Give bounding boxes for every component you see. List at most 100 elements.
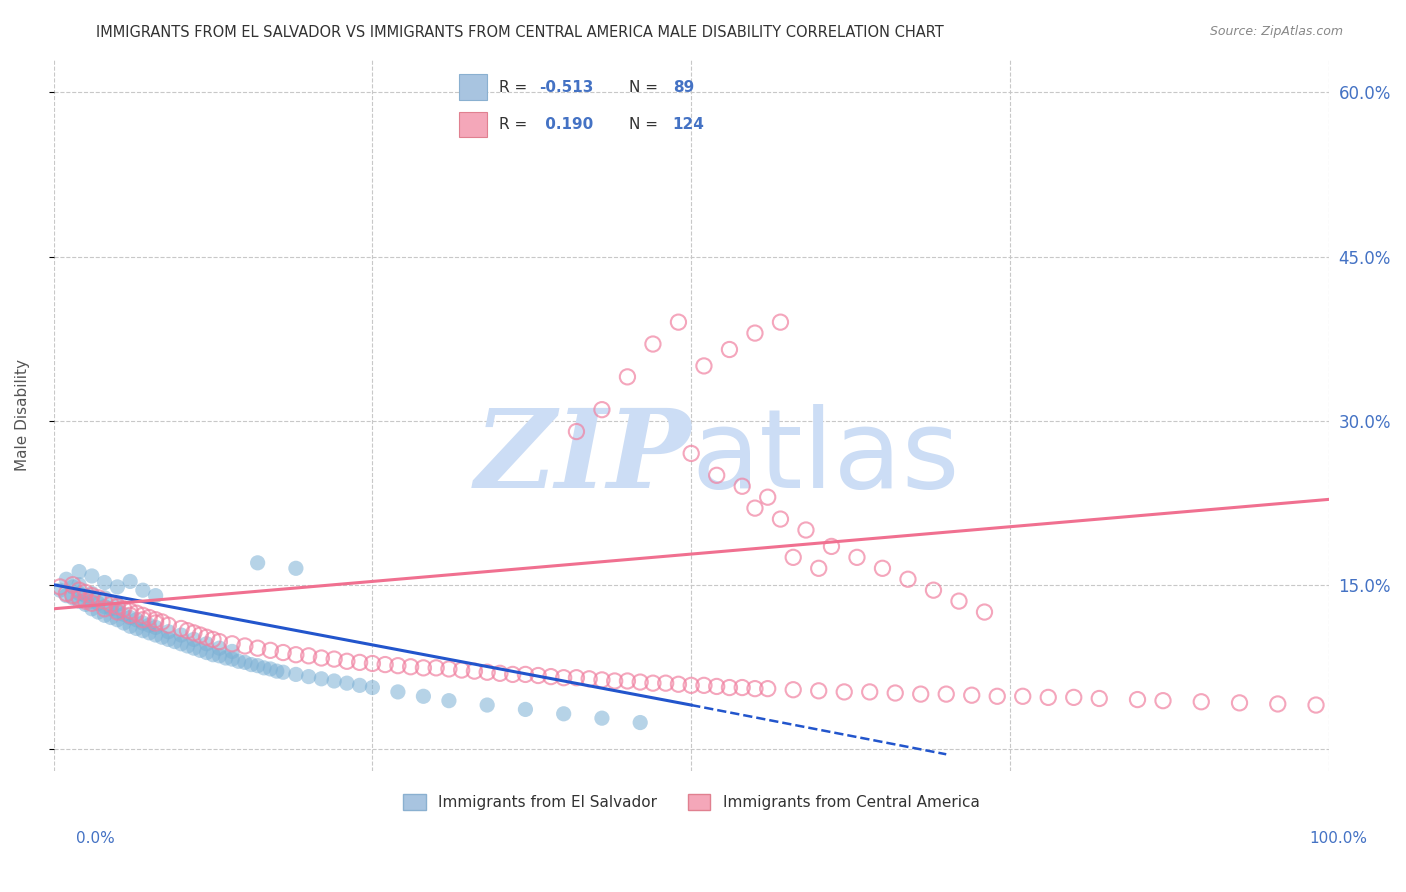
Point: [145, 620, 167, 634]
Point: [298, 670, 321, 684]
Point: [112, 607, 135, 622]
Point: [973, 605, 995, 619]
Point: [120, 608, 142, 623]
Point: [846, 550, 869, 565]
Point: [718, 343, 741, 357]
Point: [87, 591, 110, 605]
Point: [221, 652, 243, 666]
Point: [163, 634, 186, 648]
Point: [145, 613, 167, 627]
Point: [176, 624, 198, 638]
Point: [183, 632, 205, 647]
Point: [284, 648, 307, 662]
Point: [125, 606, 148, 620]
Point: [93, 591, 115, 605]
Point: [150, 615, 173, 629]
Point: [93, 575, 115, 590]
Point: [425, 661, 447, 675]
Point: [603, 673, 626, 688]
Point: [515, 667, 537, 681]
Point: [67, 565, 90, 579]
Point: [437, 662, 460, 676]
Point: [132, 613, 155, 627]
Point: [233, 656, 256, 670]
Point: [145, 628, 167, 642]
Point: [693, 678, 716, 692]
Point: [718, 681, 741, 695]
Point: [731, 479, 754, 493]
Point: [49, 580, 72, 594]
Point: [298, 648, 321, 663]
Text: IMMIGRANTS FROM EL SALVADOR VS IMMIGRANTS FROM CENTRAL AMERICA MALE DISABILITY C: IMMIGRANTS FROM EL SALVADOR VS IMMIGRANT…: [96, 25, 943, 40]
Point: [311, 672, 333, 686]
Point: [832, 685, 855, 699]
Point: [1011, 690, 1033, 704]
Point: [150, 630, 173, 644]
Point: [125, 613, 148, 627]
Point: [145, 615, 167, 630]
Point: [323, 673, 346, 688]
Point: [807, 683, 830, 698]
Text: 0.0%: 0.0%: [76, 831, 115, 846]
Point: [744, 501, 766, 516]
Point: [628, 715, 651, 730]
Text: atlas: atlas: [692, 404, 960, 511]
Point: [565, 671, 588, 685]
Point: [67, 578, 90, 592]
Point: [271, 665, 294, 680]
Point: [872, 561, 894, 575]
Point: [986, 690, 1008, 704]
Point: [553, 671, 575, 685]
Point: [240, 657, 263, 672]
Point: [195, 630, 218, 644]
Point: [706, 680, 728, 694]
Point: [693, 359, 716, 373]
Point: [67, 594, 90, 608]
Legend: Immigrants from El Salvador, Immigrants from Central America: Immigrants from El Salvador, Immigrants …: [396, 789, 986, 816]
Point: [105, 598, 128, 612]
Point: [195, 646, 218, 660]
Point: [540, 670, 562, 684]
Point: [208, 648, 231, 663]
Point: [80, 596, 103, 610]
Point: [75, 598, 97, 612]
Point: [120, 604, 142, 618]
Point: [246, 641, 269, 656]
Bar: [460, 74, 486, 100]
Point: [62, 580, 84, 594]
Point: [170, 628, 193, 642]
Point: [55, 586, 77, 600]
Point: [1063, 690, 1085, 705]
Point: [105, 605, 128, 619]
Text: R =: R =: [499, 117, 533, 132]
Point: [132, 624, 155, 638]
Point: [756, 490, 779, 504]
Point: [1152, 694, 1174, 708]
Point: [769, 315, 792, 329]
Point: [374, 657, 396, 672]
Point: [62, 591, 84, 605]
Point: [628, 675, 651, 690]
Point: [215, 651, 238, 665]
Point: [132, 608, 155, 623]
Point: [157, 632, 180, 647]
Point: [641, 337, 664, 351]
Point: [399, 659, 422, 673]
Point: [67, 583, 90, 598]
Point: [515, 702, 537, 716]
Point: [145, 589, 167, 603]
Point: [221, 644, 243, 658]
Point: [782, 682, 804, 697]
Point: [112, 615, 135, 630]
Point: [183, 641, 205, 656]
Point: [93, 599, 115, 614]
Point: [437, 694, 460, 708]
Point: [820, 540, 842, 554]
Point: [706, 468, 728, 483]
Point: [1038, 690, 1060, 705]
Point: [349, 678, 371, 692]
Point: [527, 668, 550, 682]
Text: 89: 89: [672, 79, 695, 95]
Text: 0.190: 0.190: [540, 117, 593, 132]
Text: 124: 124: [672, 117, 704, 132]
